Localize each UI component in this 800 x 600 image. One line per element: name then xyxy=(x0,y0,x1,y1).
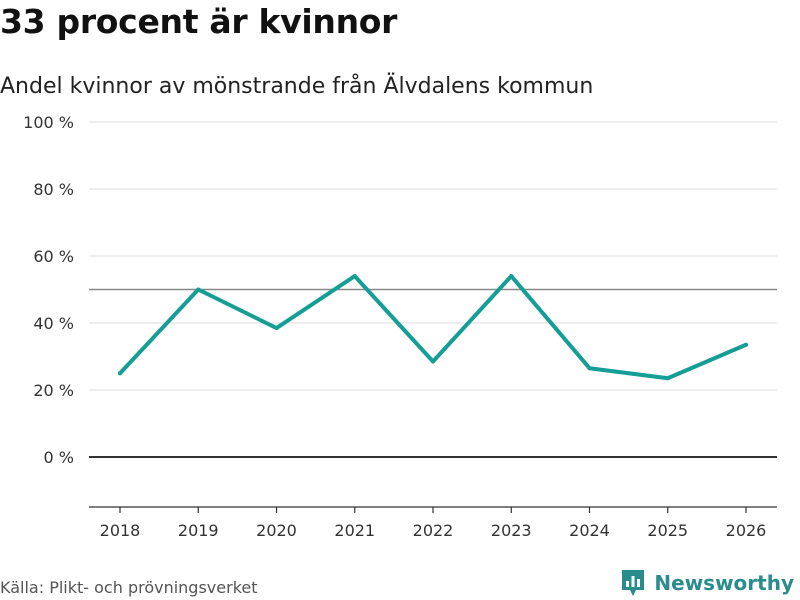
x-tick-label: 2025 xyxy=(647,521,688,540)
y-tick-label: 60 % xyxy=(33,247,74,266)
data-point xyxy=(118,371,122,376)
brand-logo: Newsworthy xyxy=(620,568,794,598)
y-tick-label: 40 % xyxy=(33,314,74,333)
data-point xyxy=(196,287,201,292)
y-tick-label: 0 % xyxy=(44,448,74,467)
x-tick-label: 2026 xyxy=(726,521,767,540)
data-point xyxy=(509,274,514,279)
y-tick-label: 20 % xyxy=(33,381,74,400)
x-tick-label: 2023 xyxy=(491,521,532,540)
y-tick-label: 100 % xyxy=(23,113,74,132)
data-point xyxy=(665,376,670,381)
brand-name: Newsworthy xyxy=(654,571,794,595)
data-point xyxy=(744,342,748,347)
x-tick-label: 2018 xyxy=(100,521,141,540)
data-point xyxy=(587,366,592,371)
x-tick-label: 2019 xyxy=(178,521,219,540)
chart-subtitle: Andel kvinnor av mönstrande från Älvdale… xyxy=(0,74,594,99)
newsworthy-icon xyxy=(622,570,645,596)
x-tick-label: 2024 xyxy=(569,521,610,540)
x-tick-label: 2021 xyxy=(334,521,375,540)
data-point xyxy=(352,274,357,279)
chart-title: 33 procent är kvinnor xyxy=(0,2,398,41)
source-note: Källa: Plikt- och prövningsverket xyxy=(0,578,258,597)
x-tick-label: 2022 xyxy=(413,521,454,540)
x-tick-label: 2020 xyxy=(256,521,297,540)
data-point xyxy=(431,359,435,364)
y-tick-label: 80 % xyxy=(33,180,74,199)
data-point xyxy=(274,326,279,331)
